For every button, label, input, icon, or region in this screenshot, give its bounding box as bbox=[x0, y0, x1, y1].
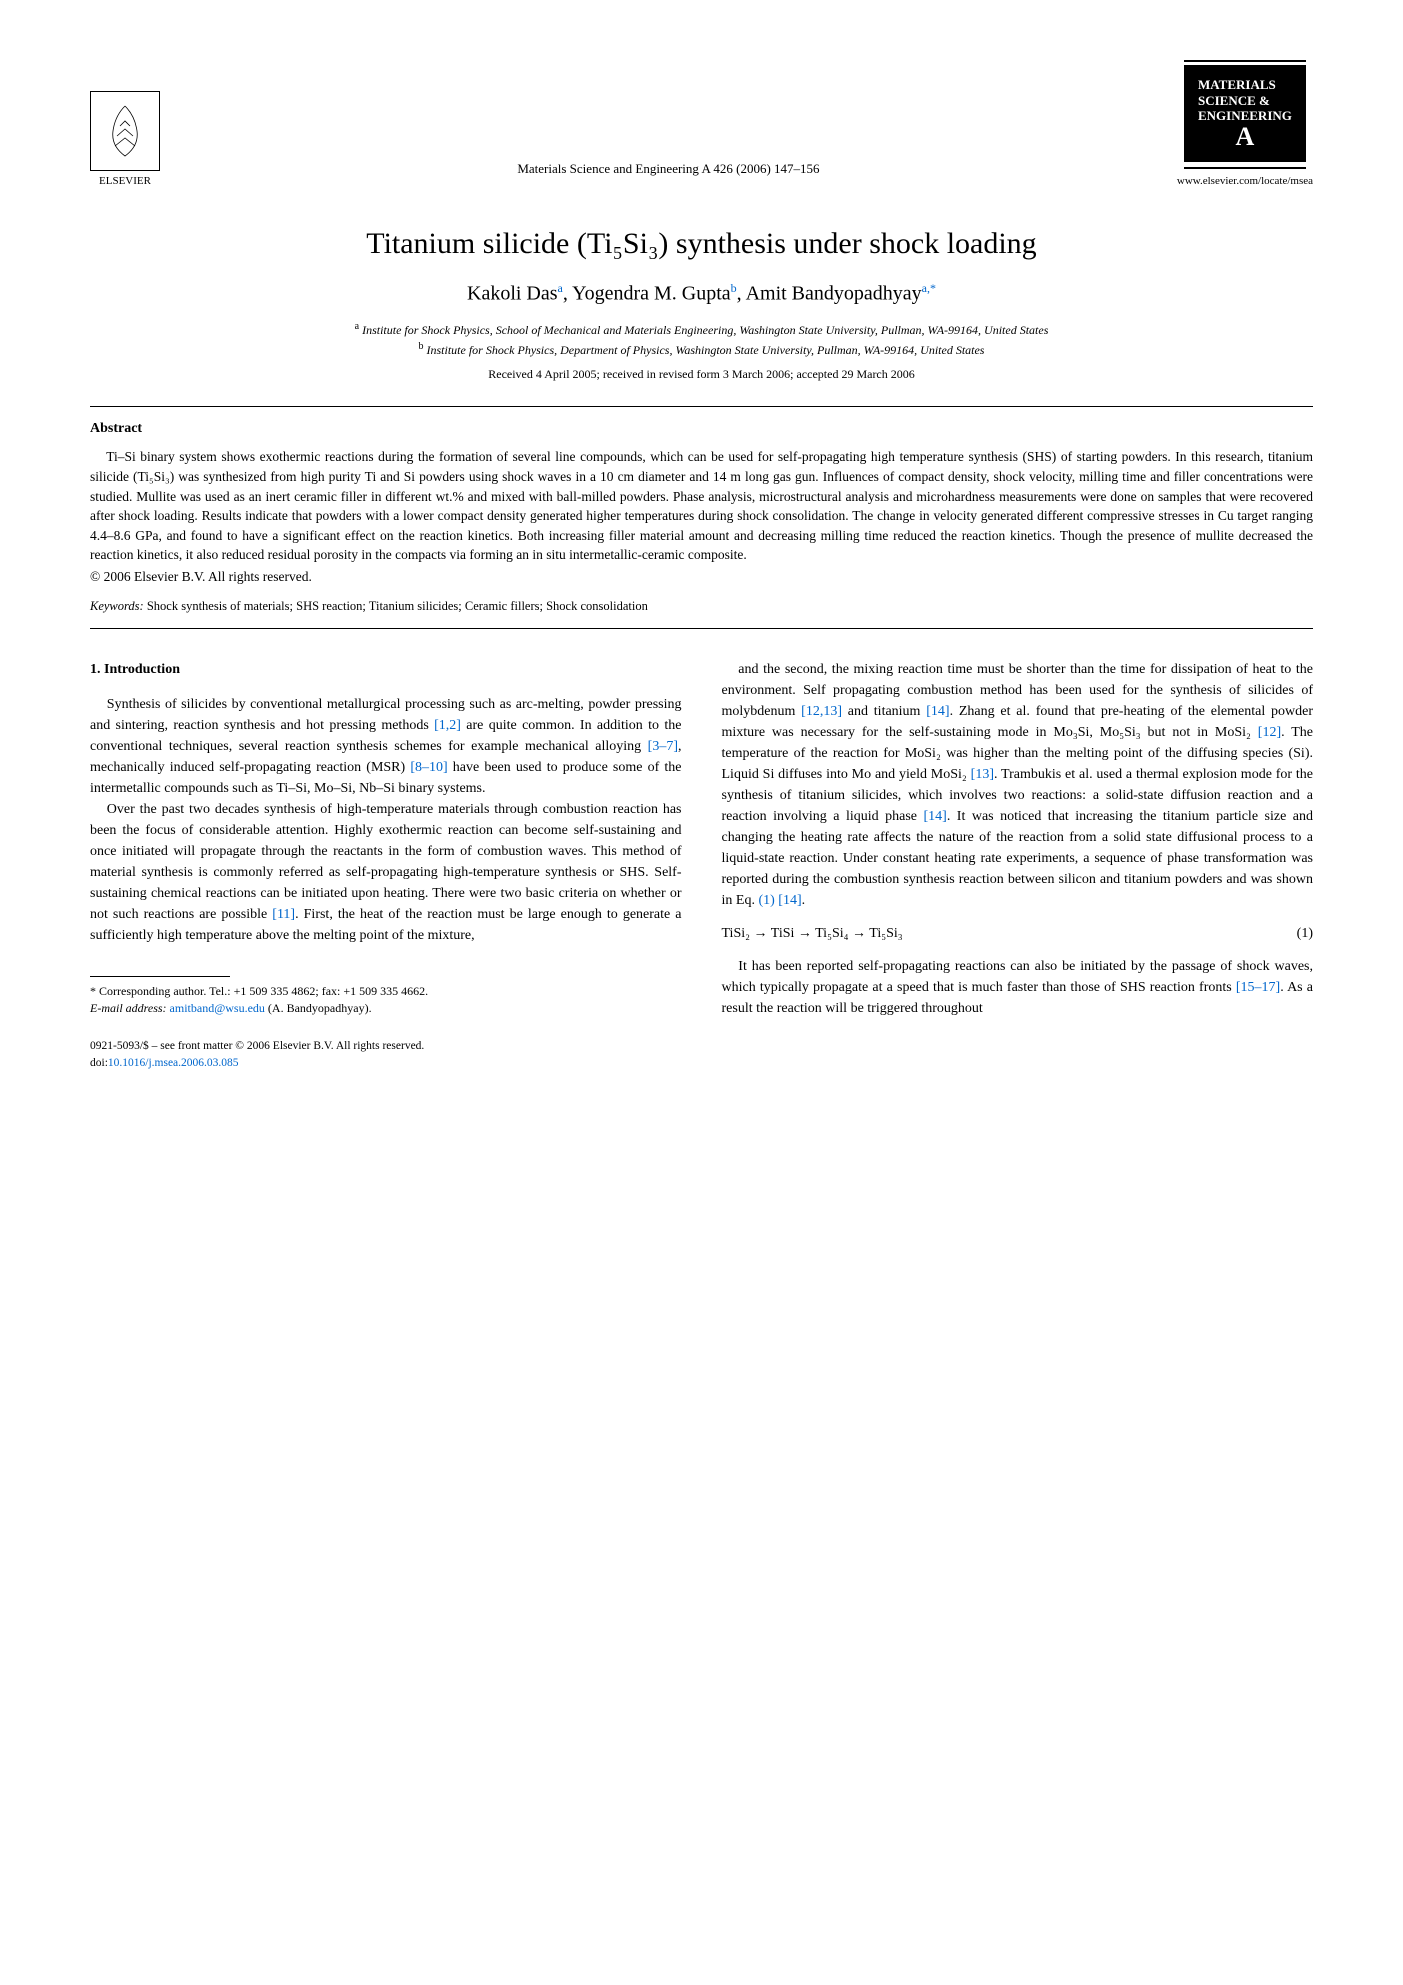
email-label: E-mail address: bbox=[90, 1001, 167, 1015]
authors-line: Kakoli Dasa, Yogendra M. Guptab, Amit Ba… bbox=[90, 281, 1313, 306]
affiliations: a Institute for Shock Physics, School of… bbox=[90, 319, 1313, 359]
ref-1-2[interactable]: [1,2] bbox=[434, 718, 461, 733]
author-3-affil: a,* bbox=[922, 281, 936, 295]
journal-logo-line1: MATERIALS bbox=[1198, 77, 1292, 93]
journal-url: www.elsevier.com/locate/msea bbox=[1177, 175, 1313, 187]
publisher-name: ELSEVIER bbox=[99, 175, 151, 187]
body-columns: 1. Introduction Synthesis of silicides b… bbox=[90, 659, 1313, 1071]
intro-p2: Over the past two decades synthesis of h… bbox=[90, 799, 682, 946]
journal-logo-block: MATERIALS SCIENCE & ENGINEERING A www.el… bbox=[1177, 60, 1313, 187]
elsevier-tree-logo bbox=[90, 91, 160, 171]
intro-p3: It has been reported self-propagating re… bbox=[722, 956, 1314, 1019]
issn-line: 0921-5093/$ – see front matter © 2006 El… bbox=[90, 1038, 682, 1054]
bottom-meta: 0921-5093/$ – see front matter © 2006 El… bbox=[90, 1038, 682, 1070]
article-dates: Received 4 April 2005; received in revis… bbox=[90, 367, 1313, 382]
ref-14b[interactable]: [14] bbox=[923, 809, 946, 824]
author-2-affil: b bbox=[731, 281, 737, 295]
author-3: Amit Bandyopadhyay bbox=[746, 282, 922, 304]
email-suffix: (A. Bandyopadhyay). bbox=[268, 1001, 372, 1015]
ref-8-10[interactable]: [8–10] bbox=[410, 760, 447, 775]
ref-13b[interactable]: [13] bbox=[971, 767, 994, 782]
publisher-block: ELSEVIER bbox=[90, 91, 160, 187]
column-right: and the second, the mixing reaction time… bbox=[722, 659, 1314, 1071]
ref-14c[interactable]: [14] bbox=[778, 893, 801, 908]
rule-bottom bbox=[90, 628, 1313, 629]
intro-p1: Synthesis of silicides by conventional m… bbox=[90, 694, 682, 799]
author-1-affil: a bbox=[558, 281, 563, 295]
doi-value[interactable]: 10.1016/j.msea.2006.03.085 bbox=[108, 1057, 239, 1069]
affiliation-a: Institute for Shock Physics, School of M… bbox=[362, 323, 1048, 337]
author-1: Kakoli Das bbox=[467, 282, 558, 304]
equation-1-number: (1) bbox=[1297, 923, 1313, 944]
author-2: Yogendra M. Gupta bbox=[572, 282, 731, 304]
doi-label: doi: bbox=[90, 1057, 108, 1069]
page-header: ELSEVIER Materials Science and Engineeri… bbox=[90, 60, 1313, 187]
journal-reference: Materials Science and Engineering A 426 … bbox=[160, 161, 1177, 187]
column-left: 1. Introduction Synthesis of silicides b… bbox=[90, 659, 682, 1071]
ref-11[interactable]: [11] bbox=[272, 907, 295, 922]
abstract-heading: Abstract bbox=[90, 421, 1313, 437]
intro-p2-cont: and the second, the mixing reaction time… bbox=[722, 659, 1314, 911]
footnote-rule bbox=[90, 976, 230, 977]
affiliation-b: Institute for Shock Physics, Department … bbox=[427, 343, 985, 357]
equation-1-row: TiSi₂ → TiSi → Ti₅Si₄ → Ti₅Si₃ (1) bbox=[722, 923, 1314, 944]
rule-top bbox=[90, 406, 1313, 407]
ref-12-13[interactable]: [12,13] bbox=[801, 704, 842, 719]
keywords-label: Keywords: bbox=[90, 599, 144, 613]
journal-logo: MATERIALS SCIENCE & ENGINEERING A bbox=[1184, 65, 1306, 162]
keywords-line: Keywords: Shock synthesis of materials; … bbox=[90, 599, 1313, 614]
ref-15-17[interactable]: [15–17] bbox=[1236, 980, 1280, 995]
eq-ref-1[interactable]: (1) bbox=[758, 893, 774, 908]
email-address[interactable]: amitband@wsu.edu bbox=[170, 1001, 265, 1015]
ref-3-7[interactable]: [3–7] bbox=[648, 739, 678, 754]
abstract-text: Ti–Si binary system shows exothermic rea… bbox=[90, 447, 1313, 564]
corresponding-author: * Corresponding author. Tel.: +1 509 335… bbox=[90, 983, 682, 1000]
ref-14a[interactable]: [14] bbox=[926, 704, 949, 719]
article-title: Titanium silicide (Ti₅Si₃) synthesis und… bbox=[90, 227, 1313, 261]
keywords-text: Shock synthesis of materials; SHS reacti… bbox=[147, 599, 648, 613]
journal-logo-letter: A bbox=[1198, 124, 1292, 150]
doi-line: doi:10.1016/j.msea.2006.03.085 bbox=[90, 1055, 682, 1071]
section-1-heading: 1. Introduction bbox=[90, 659, 682, 680]
journal-logo-line2: SCIENCE & bbox=[1198, 93, 1292, 109]
equation-1: TiSi₂ → TiSi → Ti₅Si₄ → Ti₅Si₃ bbox=[722, 923, 903, 944]
abstract-copyright: © 2006 Elsevier B.V. All rights reserved… bbox=[90, 569, 1313, 585]
ref-12b[interactable]: [12] bbox=[1258, 725, 1281, 740]
email-line: E-mail address: amitband@wsu.edu (A. Ban… bbox=[90, 1000, 682, 1017]
footnotes: * Corresponding author. Tel.: +1 509 335… bbox=[90, 983, 682, 1017]
